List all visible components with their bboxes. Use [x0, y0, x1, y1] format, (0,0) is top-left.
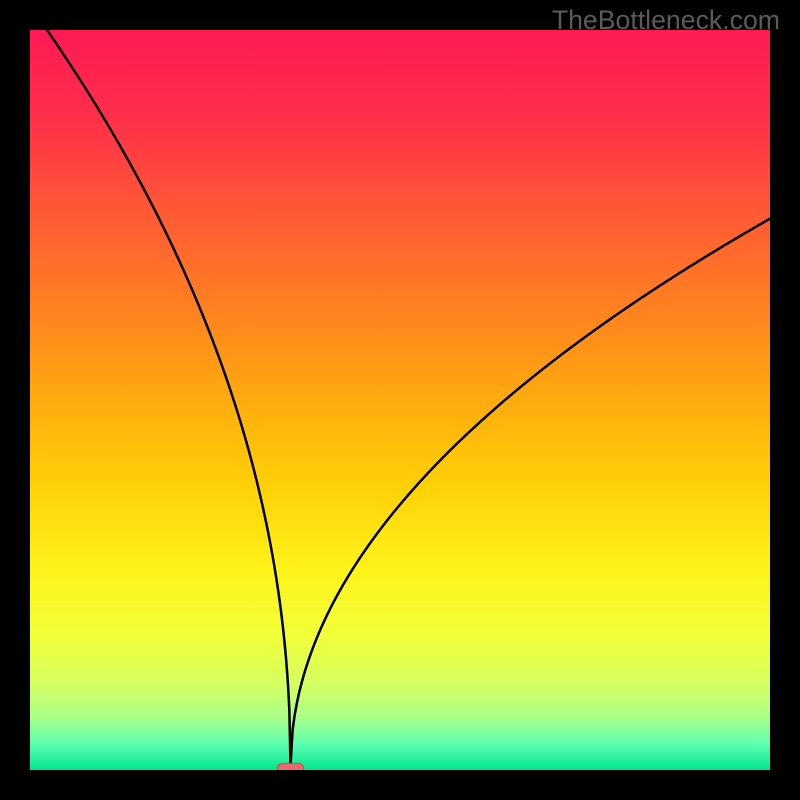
plot-svg: [30, 30, 770, 770]
watermark-text: TheBottleneck.com: [552, 5, 780, 36]
plot-area: [30, 30, 770, 770]
chart-container: TheBottleneck.com: [0, 0, 800, 800]
min-marker: [278, 763, 304, 770]
gradient-background: [30, 30, 770, 770]
